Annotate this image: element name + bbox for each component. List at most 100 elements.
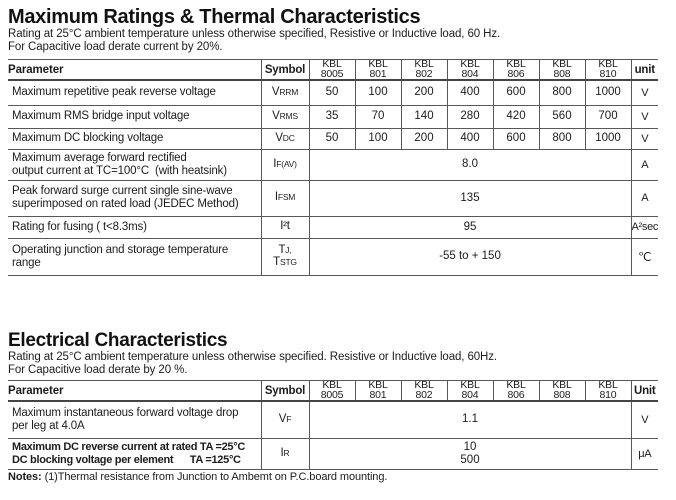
parameter-label: output current at TC=100°C (with heatsin… bbox=[12, 164, 227, 177]
value-cell: 1000 bbox=[585, 128, 632, 150]
section-subtitle-line2: For Capacitive load derate current by 20… bbox=[8, 40, 223, 53]
value-cell: 800 bbox=[539, 80, 586, 106]
value-cell: 560 bbox=[539, 105, 586, 129]
value-cell: 420 bbox=[493, 105, 540, 129]
row-tj-tstg: Operating junction and storage temperatu… bbox=[8, 238, 658, 276]
symbol-cell: IR bbox=[261, 438, 310, 470]
value-cell-span: 135 bbox=[309, 180, 632, 217]
symbol-cell: VDC bbox=[261, 128, 310, 150]
column-header-kbl810: KBL 810 bbox=[585, 59, 632, 81]
electrical-characteristics-section: Electrical Characteristics Rating at 25°… bbox=[8, 331, 658, 470]
value-cell: 700 bbox=[585, 105, 632, 129]
section-subtitle-line1: Rating at 25°C ambient temperature unles… bbox=[8, 28, 501, 40]
symbol-cell: VF bbox=[261, 401, 310, 439]
value-cell-span: 8.0 bbox=[309, 149, 632, 181]
unit-cell: A bbox=[631, 180, 658, 217]
value-cell: 70 bbox=[355, 105, 402, 129]
unit-cell: A²sec bbox=[631, 216, 658, 239]
parameter-label: Operating junction and storage temperatu… bbox=[12, 243, 229, 256]
value-line: 500 bbox=[460, 453, 480, 466]
column-header-kbl8005: KBL 8005 bbox=[309, 59, 356, 81]
row-i2t: Rating for fusing ( t<8.3ms) I²t 95 A²se… bbox=[8, 216, 658, 239]
notes-text: (1)Thermal resistance from Junction to A… bbox=[41, 471, 388, 483]
column-header-kbl808: KBL 808 bbox=[539, 59, 586, 81]
max-ratings-section: Maximum Ratings & Thermal Characteristic… bbox=[8, 7, 658, 276]
parameter-label: Maximum DC reverse current at rated TA =… bbox=[12, 440, 245, 453]
column-header-symbol: Symbol bbox=[261, 380, 310, 402]
parameter-label: Maximum DC blocking voltage bbox=[12, 132, 164, 144]
value-cell: 200 bbox=[401, 128, 448, 150]
parameter-label: Maximum instantaneous forward voltage dr… bbox=[12, 406, 239, 419]
unit-cell: A bbox=[631, 149, 658, 181]
symbol-cell: TJ, TSTG bbox=[261, 238, 310, 276]
value-cell: 1000 bbox=[585, 80, 632, 106]
unit-cell: μA bbox=[631, 438, 658, 470]
parameter-label: per leg at 4.0A bbox=[12, 419, 85, 432]
value-cell: 600 bbox=[493, 128, 540, 150]
column-header-kbl801: KBL 801 bbox=[355, 59, 402, 81]
column-header-symbol: Symbol bbox=[261, 59, 310, 81]
column-header-kbl806: KBL 806 bbox=[493, 59, 540, 81]
column-header-kbl804: KBL 804 bbox=[447, 59, 494, 81]
value-cell: 400 bbox=[447, 128, 494, 150]
value-cell: 35 bbox=[309, 105, 356, 129]
column-header-parameter: Parameter bbox=[8, 380, 262, 402]
symbol-cell: VRRM bbox=[261, 80, 310, 106]
value-cell: 400 bbox=[447, 80, 494, 106]
row-ifsm: Peak forward surge current single sine-w… bbox=[8, 180, 658, 217]
row-vf: Maximum instantaneous forward voltage dr… bbox=[8, 401, 658, 439]
row-vdc: Maximum DC blocking voltage VDC 50 100 2… bbox=[8, 128, 658, 150]
parameter-label: superimposed on rated load (JEDEC Method… bbox=[12, 198, 239, 210]
value-line: 10 bbox=[463, 440, 477, 453]
column-header-kbl808: KBL 808 bbox=[539, 380, 586, 402]
section-title-max-ratings: Maximum Ratings & Thermal Characteristic… bbox=[8, 6, 421, 28]
section-title-electrical: Electrical Characteristics bbox=[8, 330, 228, 351]
column-header-parameter: Parameter bbox=[8, 59, 262, 81]
unit-cell: V bbox=[631, 128, 658, 150]
value-cell: 280 bbox=[447, 105, 494, 129]
column-header-kbl804: KBL 804 bbox=[447, 380, 494, 402]
column-header-unit: Unit bbox=[631, 380, 658, 402]
parameter-label: Maximum RMS bridge input voltage bbox=[12, 110, 190, 122]
value-cell: 600 bbox=[493, 80, 540, 106]
value-cell-span: -55 to + 150 bbox=[309, 238, 632, 276]
column-header-kbl806: KBL 806 bbox=[493, 380, 540, 402]
value-cell: 200 bbox=[401, 80, 448, 106]
column-header-kbl810: KBL 810 bbox=[585, 380, 632, 402]
max-ratings-table: Parameter Symbol KBL 8005 KBL 801 KBL 802 K… bbox=[8, 59, 658, 276]
column-header-kbl802: KBL 802 bbox=[401, 380, 448, 402]
row-ifav: Maximum average forward rectified output … bbox=[8, 149, 658, 181]
value-cell: 50 bbox=[309, 80, 356, 106]
unit-cell: V bbox=[631, 105, 658, 129]
unit-cell: ℃ bbox=[631, 238, 658, 276]
unit-cell: V bbox=[631, 401, 658, 439]
parameter-label: Rating for fusing ( t<8.3ms) bbox=[12, 220, 147, 233]
column-header-kbl8005: KBL 8005 bbox=[309, 380, 356, 402]
row-vrms: Maximum RMS bridge input voltage VRMS 35… bbox=[8, 105, 658, 129]
parameter-label: range bbox=[12, 256, 41, 269]
table-header-row: Parameter Symbol KBL 8005 KBL 801 KBL 802 K… bbox=[8, 380, 658, 402]
notes-line: Notes: (1)Thermal resistance from Juncti… bbox=[8, 471, 387, 483]
value-cell: 100 bbox=[355, 80, 402, 106]
symbol-cell: VRMS bbox=[261, 105, 310, 129]
value-cell-span: 1.1 bbox=[309, 401, 632, 439]
column-header-kbl802: KBL 802 bbox=[401, 59, 448, 81]
value-cell-span: 10 500 bbox=[309, 438, 632, 470]
notes-label: Notes: bbox=[8, 471, 42, 483]
row-vrrm: Maximum repetitive peak reverse voltage … bbox=[8, 80, 658, 106]
parameter-label: Maximum average forward rectified bbox=[12, 151, 187, 164]
parameter-label: Peak forward surge current single sine-w… bbox=[12, 185, 233, 197]
value-cell: 140 bbox=[401, 105, 448, 129]
unit-cell: V bbox=[631, 80, 658, 106]
column-header-unit: unit bbox=[631, 59, 658, 81]
section-subtitle-line2: For Capacitive load derate by 20 %. bbox=[8, 363, 188, 376]
electrical-characteristics-table: Parameter Symbol KBL 8005 KBL 801 KBL 802 K… bbox=[8, 380, 658, 470]
table-header-row: Parameter Symbol KBL 8005 KBL 801 KBL 802 K… bbox=[8, 59, 658, 81]
symbol-cell: IF(AV) bbox=[261, 149, 310, 181]
symbol-cell: I²t bbox=[261, 216, 310, 239]
parameter-label: Maximum repetitive peak reverse voltage bbox=[12, 86, 216, 99]
column-header-kbl801: KBL 801 bbox=[355, 380, 402, 402]
section-subtitle-line1: Rating at 25°C ambient temperature unles… bbox=[8, 351, 498, 363]
symbol-cell: IFSM bbox=[261, 180, 310, 217]
parameter-label: DC blocking voltage per element TA =125°… bbox=[12, 453, 241, 466]
